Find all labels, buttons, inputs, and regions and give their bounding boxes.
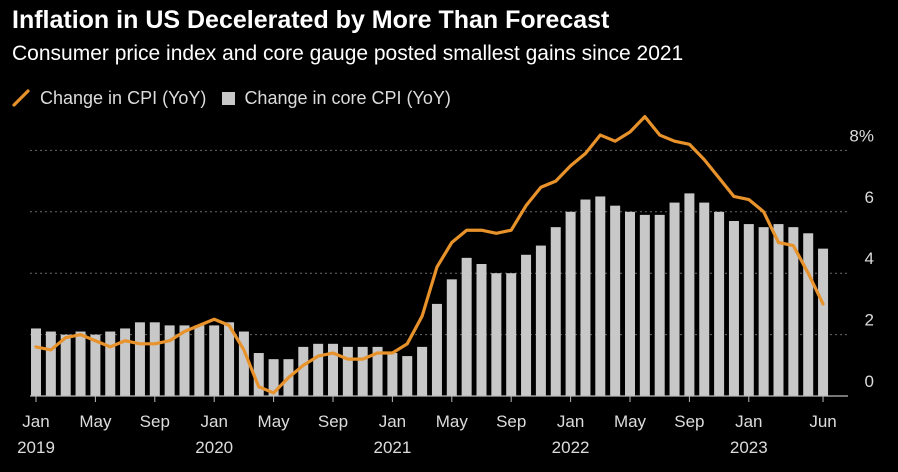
- y-tick-label: 0: [865, 372, 874, 391]
- core-cpi-bar: [773, 224, 784, 396]
- x-tick-label: Sep: [674, 412, 704, 431]
- core-cpi-bar: [431, 303, 442, 396]
- x-tick-label: Sep: [140, 412, 170, 431]
- x-tick-label: Sep: [496, 412, 526, 431]
- legend-line-icon: [12, 89, 30, 107]
- core-cpi-bar: [491, 273, 502, 396]
- core-cpi-bar: [535, 245, 546, 396]
- core-cpi-bar: [550, 227, 561, 396]
- core-cpi-bar: [75, 331, 86, 396]
- core-cpi-bar: [402, 356, 413, 396]
- x-tick-label: Jan: [735, 412, 762, 431]
- x-tick-label: May: [614, 412, 647, 431]
- core-cpi-bar: [595, 196, 606, 396]
- core-cpi-bar: [654, 214, 665, 396]
- core-cpi-bar: [565, 211, 576, 396]
- core-cpi-bar: [120, 328, 131, 396]
- core-cpi-bar: [387, 353, 398, 396]
- x-tick-label: May: [436, 412, 469, 431]
- y-tick-label: 2: [865, 311, 874, 330]
- core-cpi-bar: [328, 343, 338, 396]
- x-tick-year-label: 2021: [373, 438, 411, 457]
- core-cpi-bar: [521, 254, 532, 396]
- x-tick-year-label: 2019: [17, 438, 55, 457]
- core-cpi-bar: [253, 353, 264, 396]
- core-cpi-bar: [90, 334, 101, 396]
- x-tick-label: Jan: [22, 412, 49, 431]
- core-cpi-bar: [298, 346, 309, 396]
- core-cpi-bar: [105, 331, 116, 396]
- core-cpi-bar: [684, 193, 695, 396]
- core-cpi-bar: [803, 233, 814, 396]
- x-tick-label: May: [258, 412, 291, 431]
- core-cpi-bar: [476, 263, 487, 396]
- core-cpi-bar: [639, 214, 650, 396]
- core-cpi-bar: [461, 257, 472, 396]
- core-cpi-bar: [134, 322, 145, 396]
- core-cpi-bar: [194, 325, 205, 396]
- core-cpi-bar: [788, 227, 799, 396]
- core-cpi-bar: [417, 346, 428, 396]
- x-tick-year-label: 2020: [195, 438, 233, 457]
- core-cpi-bar: [714, 211, 725, 396]
- x-tick-label: Sep: [318, 412, 348, 431]
- core-cpi-bar: [268, 359, 279, 396]
- legend-bar-icon: [222, 91, 236, 105]
- core-cpi-bar: [164, 325, 175, 396]
- legend-item-cpi: Change in CPI (YoY): [12, 88, 206, 109]
- core-cpi-bar: [446, 279, 457, 396]
- legend-item-core: Change in core CPI (YoY): [222, 87, 451, 109]
- core-cpi-bar: [342, 346, 353, 396]
- legend-label-cpi: Change in CPI (YoY): [40, 87, 207, 108]
- chart-legend: Change in CPI (YoY) Change in core CPI (…: [12, 86, 467, 110]
- core-cpi-bar: [179, 325, 190, 396]
- core-cpi-bar: [149, 322, 160, 396]
- x-tick-label: Jun: [809, 412, 836, 431]
- core-cpi-bar: [818, 248, 829, 396]
- y-tick-label: 6: [865, 188, 874, 207]
- core-cpi-bar: [357, 346, 368, 396]
- x-tick-year-label: 2023: [730, 438, 768, 457]
- core-cpi-bar: [209, 325, 220, 396]
- core-cpi-bar: [625, 211, 635, 396]
- core-cpi-bar: [580, 199, 591, 396]
- core-cpi-bar: [31, 328, 41, 396]
- core-cpi-bar: [699, 202, 710, 396]
- core-cpi-bar: [372, 346, 383, 396]
- y-tick-label: 4: [865, 249, 874, 268]
- core-cpi-bar: [506, 273, 517, 396]
- y-tick-label: 8%: [849, 126, 874, 145]
- core-cpi-bar: [669, 202, 680, 396]
- chart-subtitle: Consumer price index and core gauge post…: [12, 42, 684, 65]
- core-cpi-bar: [238, 331, 249, 396]
- cpi-line-series: [34, 115, 825, 395]
- x-tick-year-label: 2022: [552, 438, 590, 457]
- core-cpi-bar: [60, 334, 71, 396]
- chart-title: Inflation in US Decelerated by More Than…: [12, 6, 610, 34]
- core-cpi-bar: [610, 205, 621, 396]
- x-tick-label: Jan: [557, 412, 584, 431]
- legend-label-core: Change in core CPI (YoY): [244, 87, 451, 108]
- x-tick-label: Jan: [200, 412, 227, 431]
- core-cpi-bar: [313, 343, 324, 396]
- x-tick-label: May: [79, 412, 112, 431]
- core-cpi-bar: [743, 224, 754, 396]
- core-cpi-bar: [728, 221, 739, 396]
- core-cpi-bar: [224, 322, 235, 396]
- core-cpi-bar: [758, 227, 769, 396]
- x-tick-label: Jan: [379, 412, 406, 431]
- core-cpi-bar: [45, 331, 56, 396]
